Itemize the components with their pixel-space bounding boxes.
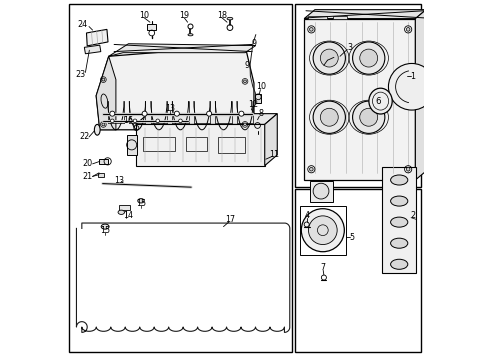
Circle shape — [360, 49, 378, 67]
Text: 13: 13 — [165, 104, 175, 113]
Circle shape — [310, 167, 313, 171]
Text: 9: 9 — [251, 39, 257, 48]
Polygon shape — [136, 114, 277, 125]
Bar — [308, 16, 327, 19]
Polygon shape — [87, 30, 108, 46]
Text: 7: 7 — [320, 264, 326, 273]
Bar — [255, 134, 260, 138]
Circle shape — [320, 49, 338, 67]
Circle shape — [102, 78, 105, 81]
Ellipse shape — [227, 17, 233, 20]
Bar — [295, 4, 421, 187]
Text: 12: 12 — [248, 100, 258, 109]
Polygon shape — [109, 44, 256, 56]
Ellipse shape — [391, 175, 408, 185]
Ellipse shape — [101, 224, 109, 229]
Circle shape — [301, 209, 344, 252]
Ellipse shape — [95, 125, 100, 135]
Circle shape — [313, 42, 345, 74]
Text: 6: 6 — [375, 96, 380, 105]
Polygon shape — [84, 45, 101, 54]
Bar — [98, 173, 104, 177]
Text: 4: 4 — [304, 211, 309, 220]
Text: 23: 23 — [75, 71, 85, 80]
Bar — [143, 137, 175, 151]
Polygon shape — [304, 10, 426, 19]
Bar — [299, 206, 346, 255]
Text: 9: 9 — [244, 61, 249, 70]
Text: 15: 15 — [100, 226, 110, 235]
Circle shape — [244, 80, 246, 83]
Circle shape — [244, 123, 246, 126]
Bar — [295, 189, 421, 352]
Text: 22: 22 — [79, 132, 90, 141]
Ellipse shape — [391, 217, 408, 227]
Circle shape — [353, 101, 385, 134]
Circle shape — [111, 119, 114, 123]
Text: 3: 3 — [347, 43, 352, 52]
Circle shape — [389, 63, 435, 110]
Text: 11: 11 — [270, 150, 279, 159]
Text: 10: 10 — [139, 10, 149, 19]
Text: 16: 16 — [123, 116, 133, 125]
Circle shape — [102, 123, 105, 126]
Bar — [119, 205, 130, 211]
Bar — [69, 4, 292, 352]
Bar — [255, 94, 261, 103]
Bar — [186, 137, 207, 151]
Circle shape — [320, 108, 338, 126]
Text: 5: 5 — [349, 233, 354, 242]
Circle shape — [313, 101, 345, 134]
Circle shape — [406, 28, 410, 31]
Text: 2: 2 — [410, 211, 416, 220]
Bar — [98, 159, 108, 164]
Bar — [304, 19, 416, 180]
Text: 15: 15 — [136, 199, 146, 208]
Circle shape — [239, 111, 244, 116]
Polygon shape — [96, 45, 254, 130]
Bar — [126, 135, 137, 155]
Text: 18: 18 — [217, 10, 227, 19]
Circle shape — [174, 111, 179, 116]
Text: 24: 24 — [78, 20, 88, 29]
Circle shape — [309, 216, 337, 244]
Ellipse shape — [391, 238, 408, 248]
Bar — [147, 24, 156, 30]
Circle shape — [207, 111, 212, 116]
Text: 10: 10 — [256, 82, 266, 91]
Text: 17: 17 — [225, 215, 236, 224]
Circle shape — [156, 119, 160, 123]
Bar — [218, 137, 245, 153]
Polygon shape — [265, 114, 277, 166]
Text: 1: 1 — [410, 72, 416, 81]
Bar — [333, 16, 347, 19]
Text: 20: 20 — [82, 159, 92, 168]
Bar — [136, 125, 265, 166]
Text: 13: 13 — [114, 176, 124, 185]
Polygon shape — [96, 56, 116, 130]
Circle shape — [406, 167, 410, 171]
Circle shape — [110, 111, 115, 116]
Circle shape — [310, 28, 313, 31]
Ellipse shape — [391, 259, 408, 269]
Bar — [382, 167, 416, 273]
Circle shape — [360, 108, 378, 126]
Bar — [310, 181, 333, 202]
Circle shape — [179, 119, 182, 123]
Ellipse shape — [391, 196, 408, 206]
Ellipse shape — [188, 34, 193, 36]
Ellipse shape — [118, 210, 124, 215]
Circle shape — [133, 119, 137, 123]
Bar — [252, 121, 263, 131]
Text: 8: 8 — [259, 109, 264, 118]
Text: 19: 19 — [179, 10, 189, 19]
Ellipse shape — [138, 199, 144, 203]
Circle shape — [142, 111, 147, 116]
Circle shape — [313, 183, 329, 199]
Polygon shape — [416, 10, 426, 180]
Ellipse shape — [369, 88, 392, 114]
Text: 21: 21 — [82, 172, 92, 181]
Circle shape — [353, 42, 385, 74]
Text: 14: 14 — [122, 211, 133, 220]
